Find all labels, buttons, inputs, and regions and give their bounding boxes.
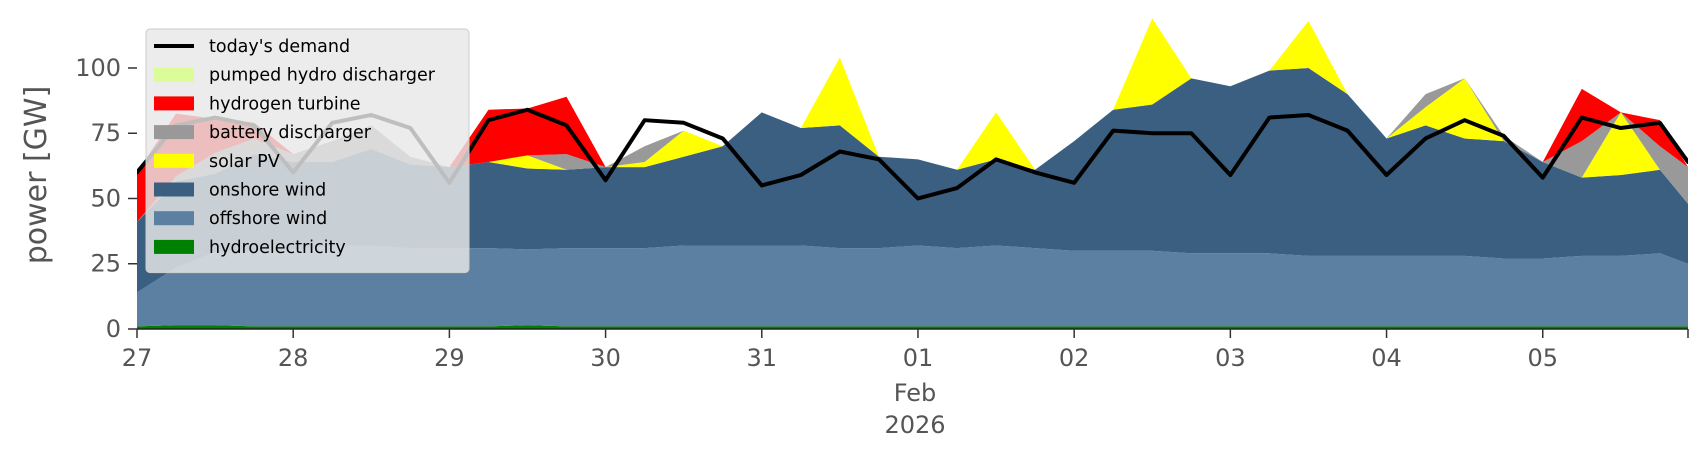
legend-item-battery-discharger: battery discharger	[154, 123, 372, 143]
x-ticks: 27 28 29 30 31 01 02 03 04 05	[122, 329, 1689, 372]
area-onshore-wind	[137, 67, 1688, 293]
legend-label: pumped hydro discharger	[209, 66, 436, 86]
y-tick-label: 0	[106, 315, 121, 343]
y-tick-label: 50	[90, 184, 121, 212]
legend-item-onshore-wind: onshore wind	[154, 181, 326, 201]
legend-swatch	[154, 153, 194, 168]
x-month-label: Feb	[894, 379, 937, 407]
legend-label: hydroelectricity	[209, 238, 346, 258]
legend-label: solar PV	[209, 152, 280, 172]
legend-label: offshore wind	[209, 209, 327, 229]
legend-label: onshore wind	[209, 181, 326, 201]
legend-swatch	[154, 125, 194, 140]
x-tick-label: 29	[434, 344, 465, 372]
x-year-label: 2026	[884, 411, 945, 439]
x-tick-label: 31	[747, 344, 778, 372]
y-tick-label: 25	[90, 250, 121, 278]
legend-item-hydrogen-turbine: hydrogen turbine	[154, 94, 361, 114]
legend-label: today's demand	[209, 37, 350, 57]
legend-item-solar-pv: solar PV	[154, 152, 280, 172]
legend-swatch	[154, 239, 194, 254]
stacked-areas	[137, 18, 1688, 329]
area-offshore-wind	[137, 245, 1688, 327]
x-tick-label: 04	[1371, 344, 1402, 372]
y-axis-label: power [GW]	[19, 86, 54, 265]
x-tick-label: 28	[278, 344, 309, 372]
area-hydroelectricity	[137, 325, 1688, 329]
x-tick-label: 30	[590, 344, 621, 372]
legend-item-today-s-demand: today's demand	[154, 37, 350, 57]
legend-swatch	[154, 182, 194, 197]
x-tick-label: 01	[903, 344, 934, 372]
legend: today's demand pumped hydro discharger hyd…	[145, 28, 470, 274]
legend-item-pumped-hydro-discharger: pumped hydro discharger	[154, 66, 436, 86]
x-tick-label: 27	[122, 344, 153, 372]
x-tick-label: 02	[1059, 344, 1090, 372]
legend-label: hydrogen turbine	[209, 94, 361, 114]
legend-box	[145, 28, 470, 274]
y-ticks: 0 25 50 75 100	[75, 54, 137, 343]
axes: 0 25 50 75 100 27 28 29 30 31 01 02 03 04 05 Feb 2026…	[19, 54, 1689, 439]
legend-item-offshore-wind: offshore wind	[154, 209, 327, 229]
x-tick-label: 05	[1527, 344, 1558, 372]
legend-swatch	[154, 96, 194, 111]
legend-label: battery discharger	[209, 123, 372, 143]
legend-swatch	[154, 67, 194, 82]
y-tick-label: 75	[90, 119, 121, 147]
x-tick-label: 03	[1215, 344, 1246, 372]
y-tick-label: 100	[75, 54, 121, 82]
legend-swatch	[154, 211, 194, 226]
legend-item-hydroelectricity: hydroelectricity	[154, 238, 346, 258]
